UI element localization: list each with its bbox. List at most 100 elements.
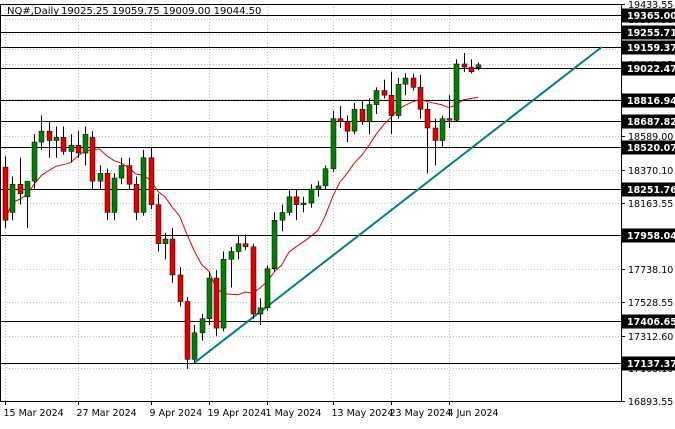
x-tick-label: 13 May 2024 bbox=[332, 408, 394, 419]
candle-body bbox=[46, 130, 53, 141]
level-label-box bbox=[622, 182, 675, 197]
bear-candle bbox=[46, 121, 53, 158]
bull-candle bbox=[315, 181, 322, 197]
candle-body bbox=[330, 118, 337, 169]
y-tick-label: 18370.10 bbox=[628, 166, 673, 177]
bear-candle bbox=[17, 157, 24, 205]
candle-body bbox=[75, 144, 82, 154]
candle-body bbox=[279, 212, 286, 221]
candle-body bbox=[257, 307, 264, 315]
candle-body bbox=[111, 177, 118, 213]
candle-body bbox=[82, 134, 89, 154]
bear-candle bbox=[388, 71, 395, 135]
candle-body bbox=[344, 121, 351, 132]
candle-body bbox=[38, 130, 45, 143]
level-label-box bbox=[622, 61, 675, 76]
candle-body bbox=[220, 259, 227, 329]
bull-candle bbox=[322, 165, 329, 189]
bull-candle bbox=[206, 271, 213, 325]
candle-body bbox=[199, 318, 206, 334]
level-label-box bbox=[622, 25, 675, 40]
y-tick-label: 18163.55 bbox=[628, 199, 673, 210]
candle-body bbox=[97, 173, 104, 182]
candle-body bbox=[337, 118, 344, 123]
candle-body bbox=[213, 277, 220, 329]
candle-body bbox=[206, 277, 213, 319]
level-label-box bbox=[622, 8, 675, 23]
candle-body bbox=[17, 184, 24, 194]
candle-body bbox=[468, 66, 475, 73]
bear-candle bbox=[184, 296, 191, 369]
bear-candle bbox=[337, 106, 344, 129]
x-tick-label: 9 Apr 2024 bbox=[150, 408, 203, 419]
bull-candle bbox=[373, 87, 380, 114]
y-tick-label: 16893.55 bbox=[628, 397, 673, 408]
x-tick-label: 15 Mar 2024 bbox=[4, 408, 64, 419]
level-label: 17137.37 bbox=[627, 359, 675, 370]
level-label: 18251.76 bbox=[627, 185, 675, 196]
candle-body bbox=[60, 137, 67, 152]
bull-candle bbox=[162, 232, 169, 260]
candle-body bbox=[191, 332, 198, 360]
bear-candle bbox=[133, 176, 140, 221]
bear-candle bbox=[410, 73, 417, 91]
level-label: 18816.94 bbox=[627, 96, 675, 107]
bear-candle bbox=[213, 270, 220, 336]
candle-body bbox=[31, 141, 38, 182]
bull-candle bbox=[220, 251, 227, 332]
candle-body bbox=[118, 165, 125, 179]
bull-candle bbox=[286, 188, 293, 216]
candle-body bbox=[24, 180, 31, 198]
bull-candle bbox=[24, 180, 31, 229]
candle-body bbox=[293, 196, 300, 205]
candle-body bbox=[286, 196, 293, 213]
y-tick-label: 17312.60 bbox=[628, 332, 673, 343]
bull-candle bbox=[9, 176, 16, 221]
candle-body bbox=[373, 90, 380, 105]
bull-candle bbox=[118, 157, 125, 185]
bull-candle bbox=[351, 103, 358, 135]
candle-body bbox=[388, 94, 395, 116]
bull-candle bbox=[199, 314, 206, 341]
y-tick-label: 19433.55 bbox=[628, 0, 673, 11]
candle-body bbox=[104, 173, 111, 213]
chart-header: NQ#,Daily 19025.25 19059.75 19009.00 190… bbox=[7, 6, 261, 17]
bull-candle bbox=[395, 78, 402, 119]
bull-candle bbox=[31, 134, 38, 189]
candle-body bbox=[475, 64, 482, 69]
candle-body bbox=[89, 137, 96, 182]
candle-body bbox=[242, 243, 249, 248]
bull-candle bbox=[140, 149, 147, 216]
candle-body bbox=[235, 243, 242, 252]
bear-candle bbox=[417, 74, 424, 119]
bear-candle bbox=[432, 118, 439, 166]
level-label: 19365.00 bbox=[627, 11, 675, 22]
candle-body bbox=[366, 104, 373, 123]
level-label-box bbox=[622, 314, 675, 329]
candle-body bbox=[359, 109, 366, 123]
candle-body bbox=[2, 166, 9, 221]
candle-body bbox=[177, 274, 184, 302]
bull-candle bbox=[366, 98, 373, 135]
level-label: 19255.71 bbox=[627, 28, 675, 39]
bull-candle bbox=[38, 115, 45, 150]
level-label-box bbox=[622, 356, 675, 371]
x-tick-label: 1 May 2024 bbox=[266, 408, 322, 419]
bear-candle bbox=[89, 131, 96, 189]
candle-body bbox=[271, 219, 278, 269]
bull-candle bbox=[439, 115, 446, 147]
bull-candle bbox=[300, 196, 307, 213]
level-label-box bbox=[622, 140, 675, 155]
candle-body bbox=[126, 165, 133, 185]
bear-candle bbox=[2, 156, 9, 229]
bull-candle bbox=[82, 126, 89, 166]
bull-candle bbox=[53, 126, 60, 158]
bull-candle bbox=[271, 212, 278, 272]
bull-candle bbox=[402, 73, 409, 96]
candle-body bbox=[402, 77, 409, 85]
candle-body bbox=[68, 144, 75, 152]
candle-body bbox=[148, 157, 155, 205]
